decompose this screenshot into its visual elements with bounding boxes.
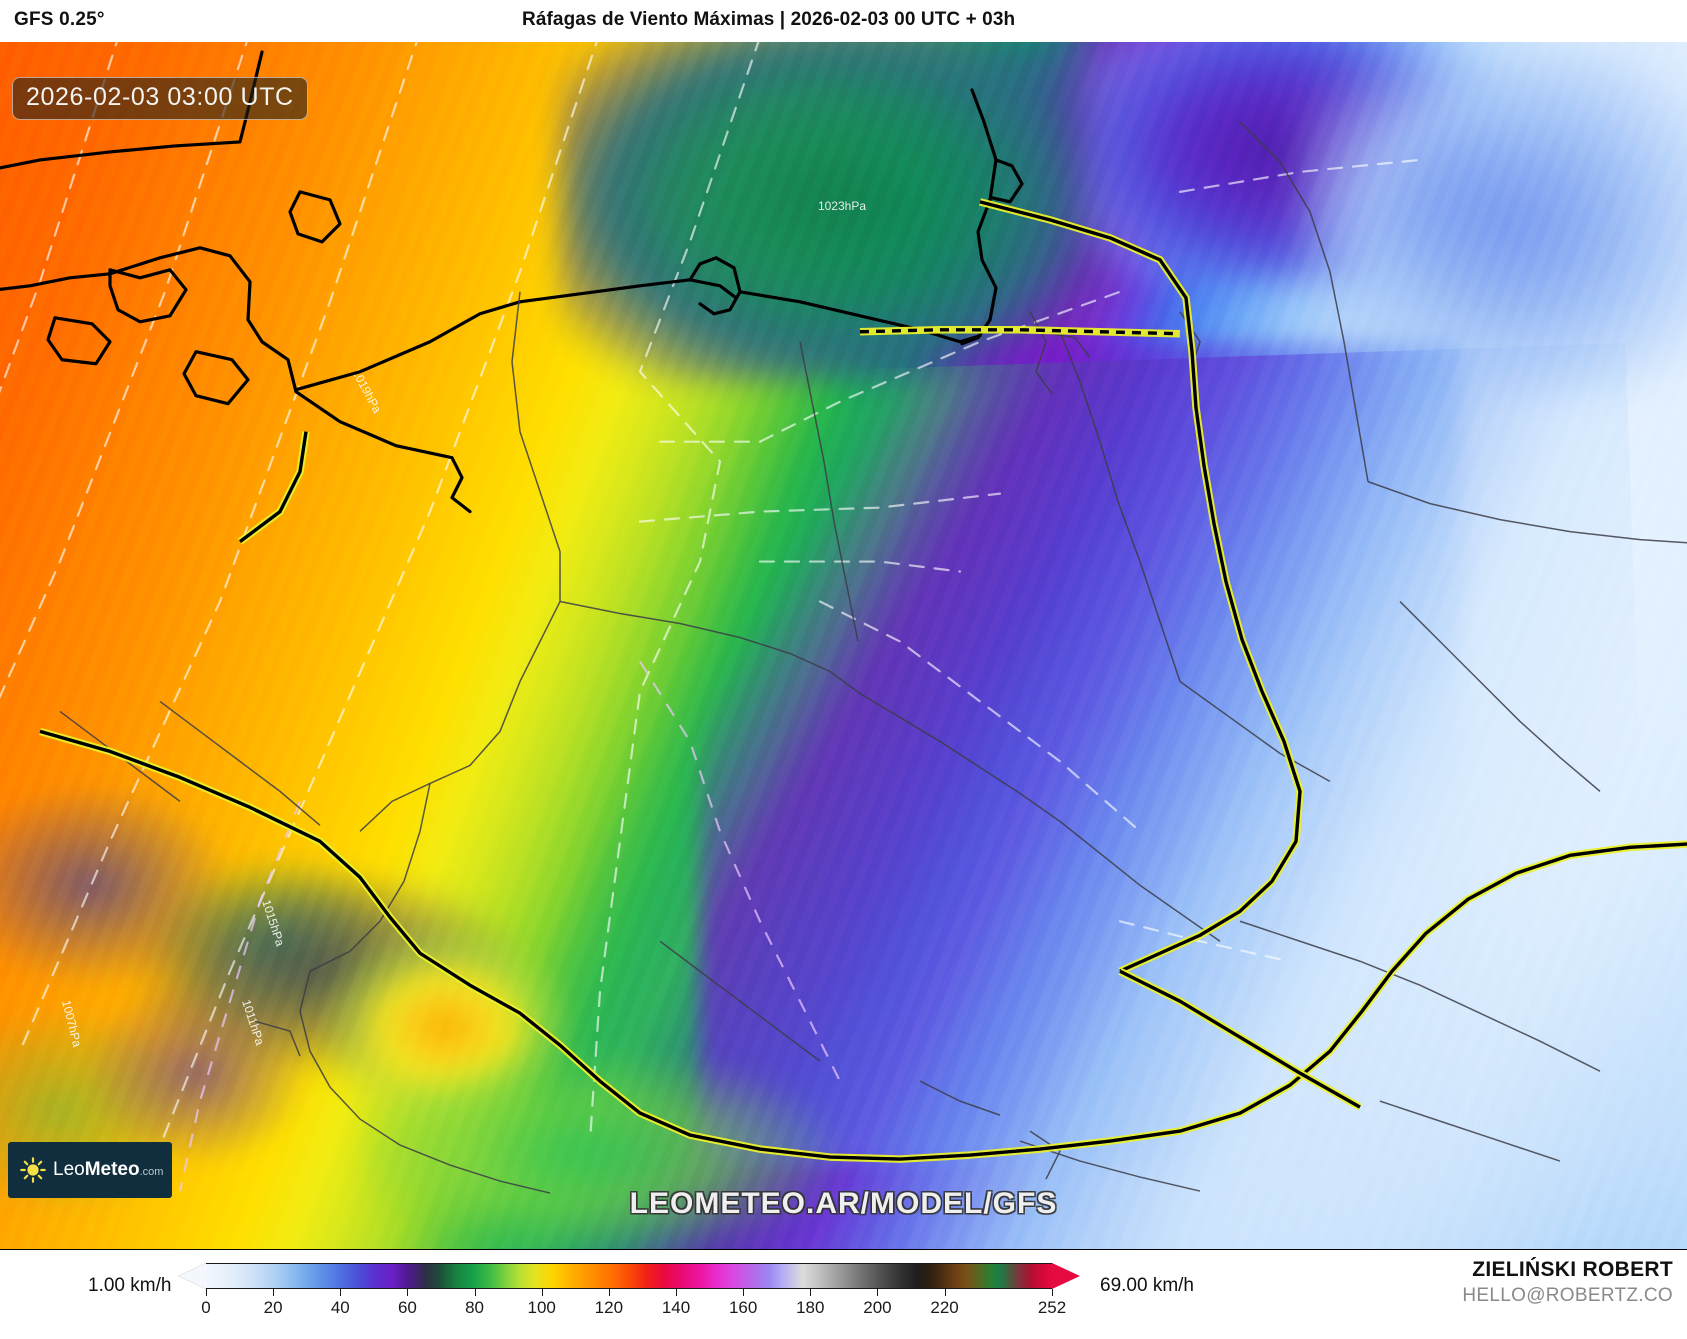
colorbar-tick xyxy=(877,1289,879,1296)
colorbar-tick xyxy=(273,1289,275,1296)
country-border-group xyxy=(59,121,1687,1194)
highlighted-border-group xyxy=(38,198,1687,1163)
page-header: GFS 0.25° Ráfagas de Viento Máximas | 20… xyxy=(0,0,1687,42)
colorbar[interactable]: 0 20 40 60 80 100 120 140 160 180 200 220 252 xyxy=(178,1263,1080,1317)
colorbar-tick xyxy=(541,1289,543,1296)
contour-step-texture xyxy=(0,42,1687,1249)
gust-field-south xyxy=(360,1052,920,1249)
isobar-label-1011: 1011hPa xyxy=(239,998,267,1047)
isobar-label-1023: 1023hPa xyxy=(818,199,866,213)
leometeo-logo[interactable]: LeoMeteo.com xyxy=(8,1142,172,1198)
colorbar-tick xyxy=(743,1289,745,1296)
colorbar-tick-label: 252 xyxy=(1037,1298,1067,1317)
author-name: ZIELIŃSKI ROBERT xyxy=(1472,1258,1673,1281)
colorbar-area: 1.00 km/h 69.00 km/h 0 20 40 60 80 100 120 140 1… xyxy=(0,1251,1687,1339)
colorbar-tick-label: 120 xyxy=(594,1298,624,1317)
colorbar-tick xyxy=(407,1289,409,1296)
colorbar-max-label: 69.00 km/h xyxy=(1100,1275,1194,1296)
timestamp-badge: 2026-02-03 03:00 UTC xyxy=(12,77,308,120)
colorbar-tick-label: 0 xyxy=(201,1298,211,1317)
map-vector-overlay: 1023hPa 1019hPa 1015hPa 1011hPa 1007hPa xyxy=(0,42,1687,1249)
colorbar-tick xyxy=(676,1289,677,1296)
hydrography-group xyxy=(254,311,1201,1180)
sun-icon xyxy=(20,1157,46,1183)
isobar-label-1015: 1015hPa xyxy=(259,898,287,948)
author-email: HELLO@ROBERTZ.CO xyxy=(1462,1285,1673,1306)
model-label: GFS 0.25° xyxy=(14,9,105,30)
colorbar-tick xyxy=(608,1289,610,1296)
weather-map-canvas[interactable]: 1023hPa 1019hPa 1015hPa 1011hPa 1007hPa xyxy=(0,42,1687,1250)
logo-text-leo: Leo xyxy=(53,1159,85,1180)
gust-blob-east xyxy=(1300,52,1687,392)
colorbar-tick-label: 180 xyxy=(796,1298,825,1317)
colorbar-tick xyxy=(206,1289,207,1296)
colorbar-tick xyxy=(340,1289,342,1296)
colorbar-tick-label: 140 xyxy=(661,1298,691,1317)
colorbar-tick-label: 80 xyxy=(465,1298,485,1317)
logo-text-meteo: Meteo xyxy=(84,1159,140,1180)
colorbar-tick-label: 40 xyxy=(330,1298,350,1317)
colorbar-tick xyxy=(474,1289,476,1296)
page-title: Ráfagas de Viento Máximas | 2026-02-03 0… xyxy=(522,9,1016,30)
colorbar-tick xyxy=(944,1289,946,1296)
colorbar-tick xyxy=(1052,1289,1053,1296)
colorbar-extend-min-arrow xyxy=(178,1263,206,1289)
colorbar-tick-label: 220 xyxy=(930,1298,959,1317)
map-watermark: LEOMETEO.AR/MODEL/GFS xyxy=(629,1187,1058,1220)
isobar-label-1007: 1007hPa xyxy=(59,999,84,1049)
logo-text: LeoMeteo.com xyxy=(53,1159,163,1181)
coastline-group xyxy=(0,50,1024,514)
colorbar-tick xyxy=(810,1289,812,1296)
colorbar-tick-label: 60 xyxy=(397,1298,417,1317)
logo-text-domain: .com xyxy=(139,1166,164,1178)
colorbar-tick-label: 200 xyxy=(863,1298,892,1317)
colorbar-extend-max-arrow xyxy=(1052,1263,1080,1289)
colorbar-tick-label: 100 xyxy=(527,1298,556,1317)
colorbar-gradient xyxy=(206,1263,1052,1289)
attribution-block: ZIELIŃSKI ROBERT HELLO@ROBERTZ.CO xyxy=(1462,1258,1673,1307)
colorbar-tick-label: 20 xyxy=(263,1298,283,1317)
colorbar-min-label: 1.00 km/h xyxy=(88,1275,172,1296)
colorbar-tick-label: 160 xyxy=(728,1298,758,1317)
